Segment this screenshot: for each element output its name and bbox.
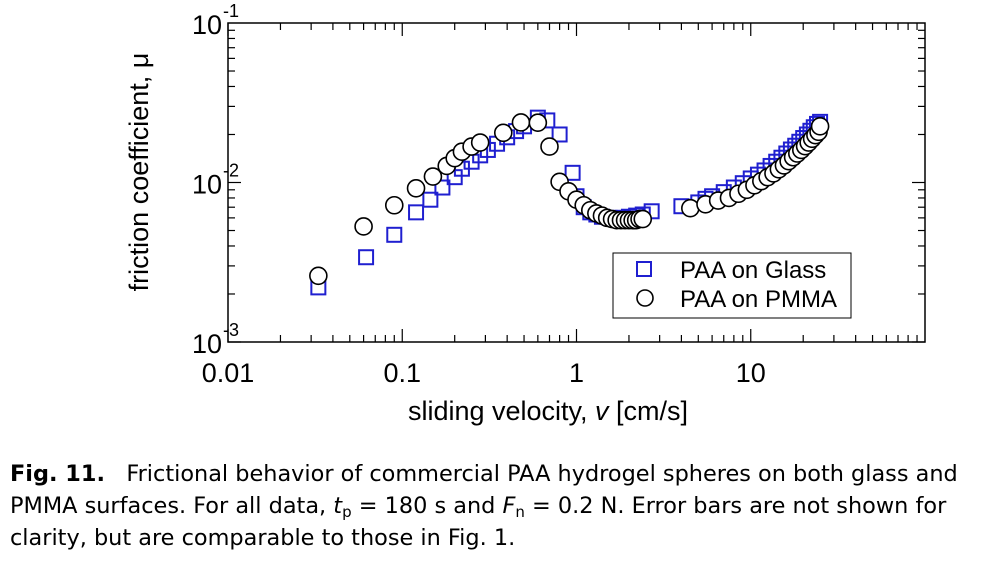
data-point-pmma bbox=[810, 117, 830, 136]
y-tick-base: 10 bbox=[192, 329, 222, 359]
data-series bbox=[309, 109, 830, 296]
x-axis-label: sliding velocity, v [cm/s] bbox=[408, 396, 688, 426]
x-tick-label: 1 bbox=[569, 358, 584, 388]
caption-text-2: = 180 s and bbox=[351, 493, 503, 519]
figure-caption: Fig. 11. Frictional behavior of commerci… bbox=[10, 458, 985, 554]
y-tick-base: 10 bbox=[192, 10, 222, 40]
data-point-pmma bbox=[470, 133, 490, 152]
data-point-pmma bbox=[384, 195, 404, 215]
data-point-glass bbox=[434, 179, 451, 196]
y-tick-labels: 10-310-210-1 bbox=[192, 1, 239, 359]
x-tick-label: 0.01 bbox=[202, 358, 255, 388]
axis-ticks bbox=[227, 23, 925, 343]
x-tick-label: 0.1 bbox=[383, 358, 421, 388]
legend: PAA on Glass PAA on PMMA bbox=[612, 252, 852, 319]
series-pmma bbox=[309, 113, 830, 286]
caption-text-3: = 0.2 N. Error bars are not shown for cl… bbox=[10, 493, 947, 551]
data-point-glass bbox=[551, 126, 568, 143]
tp-subscript: p bbox=[342, 503, 352, 521]
data-point-glass bbox=[408, 204, 425, 221]
legend-box bbox=[612, 252, 852, 319]
y-tick-exponent: -3 bbox=[223, 320, 239, 340]
data-point-glass bbox=[564, 164, 581, 181]
y-tick-exponent: -2 bbox=[223, 161, 239, 181]
friction-chart: 0.01 0.1 1 10 10-310-210-1 sliding velocity… bbox=[124, 1, 926, 426]
data-point-pmma bbox=[423, 167, 443, 186]
x-tick-label: 10 bbox=[736, 358, 766, 388]
legend-label-pmma: PAA on PMMA bbox=[680, 286, 837, 313]
x-tick-labels: 0.01 0.1 1 10 bbox=[202, 358, 766, 388]
fn-subscript: n bbox=[515, 503, 525, 521]
legend-marker-pmma bbox=[636, 289, 654, 307]
legend-label-glass: PAA on Glass bbox=[680, 257, 826, 284]
caption-label: Fig. 11. bbox=[10, 461, 105, 487]
plot-frame bbox=[227, 22, 926, 343]
data-point-pmma bbox=[493, 123, 513, 143]
fn-symbol: F bbox=[502, 493, 516, 519]
y-tick-label: 10 -1 bbox=[192, 1, 239, 40]
y-tick-label: 10 -3 bbox=[192, 320, 239, 359]
y-tick-label: 10 -2 bbox=[192, 161, 239, 200]
data-point-pmma bbox=[528, 113, 548, 133]
data-point-pmma bbox=[511, 113, 531, 132]
data-point-pmma bbox=[309, 266, 328, 286]
data-point-glass bbox=[422, 191, 439, 208]
y-tick-base: 10 bbox=[192, 170, 222, 200]
data-point-glass bbox=[386, 226, 403, 243]
data-point-pmma bbox=[406, 178, 426, 198]
tp-symbol: t bbox=[333, 493, 343, 519]
data-point-pmma bbox=[633, 209, 653, 229]
data-point-pmma bbox=[540, 137, 559, 156]
legend-marker-glass bbox=[636, 261, 652, 277]
data-point-pmma bbox=[354, 217, 373, 236]
data-point-pmma bbox=[681, 198, 700, 218]
caption-text-1: Frictional behavior of commercial PAA hy… bbox=[10, 461, 958, 519]
data-point-glass bbox=[358, 249, 375, 266]
y-tick-exponent: -1 bbox=[223, 1, 239, 21]
y-axis-label: friction coefficient, μ bbox=[124, 53, 154, 292]
